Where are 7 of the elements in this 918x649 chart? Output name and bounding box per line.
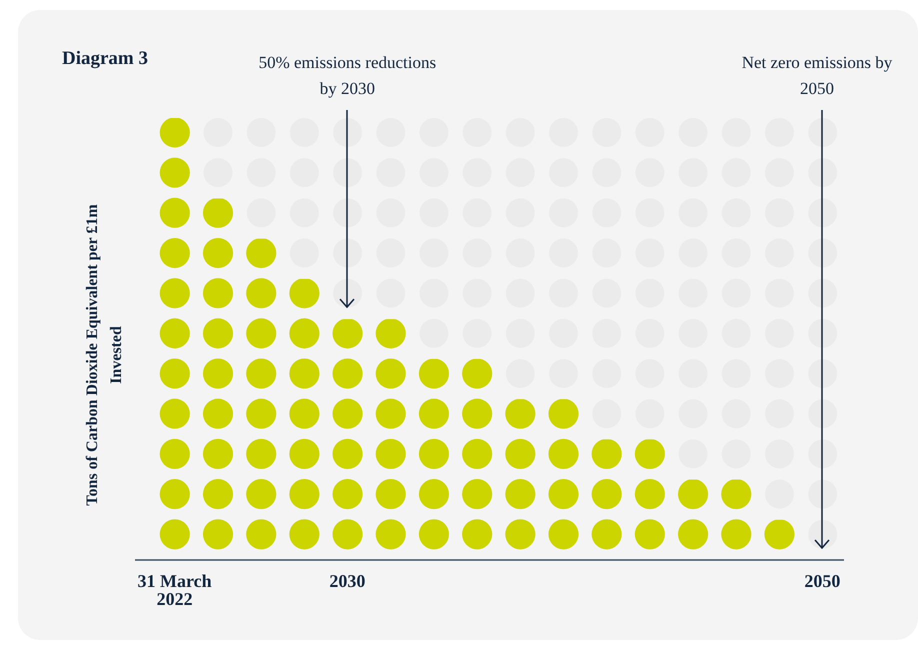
x-tick-label: 31 March 2022 (138, 570, 212, 609)
annotation: Net zero emissions by 2050 (740, 52, 894, 100)
x-tick-label: 2050 (804, 570, 840, 591)
annotation: 50% emissions reductions by 2030 (258, 52, 438, 100)
x-tick-label: 2030 (329, 570, 366, 591)
y-axis-title: Tons of Carbon Dioxide Equivalent per £1m Invested (83, 203, 126, 508)
chart-title: Diagram 3 (62, 48, 148, 70)
